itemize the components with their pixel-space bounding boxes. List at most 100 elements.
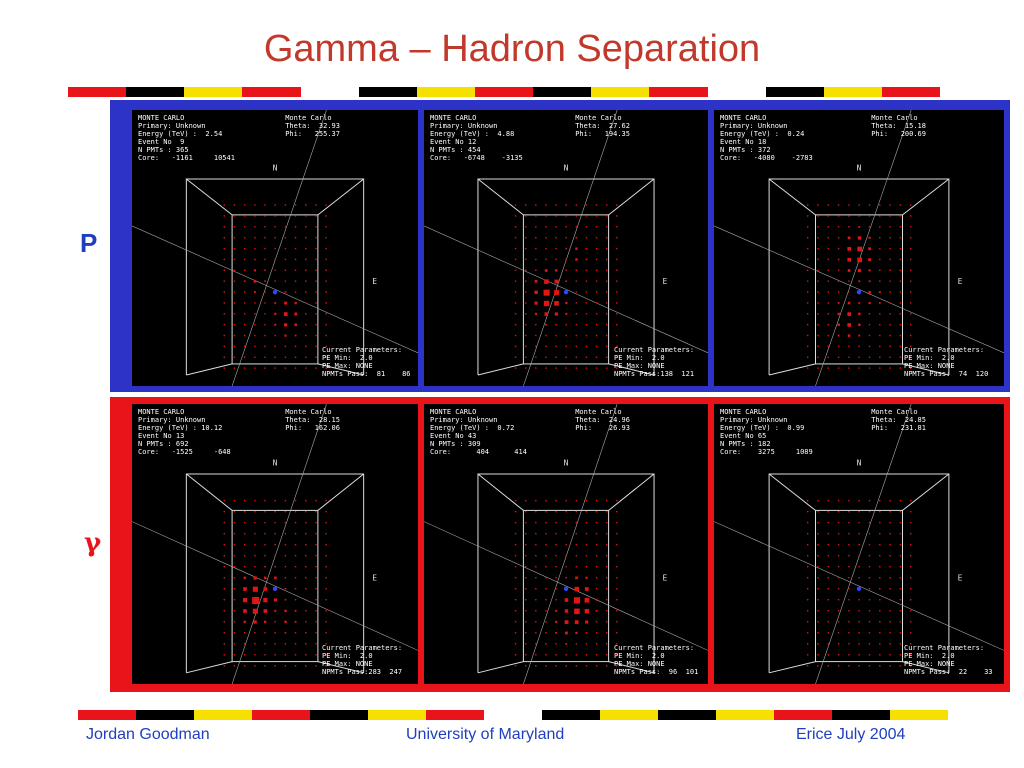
pmt-hit (514, 499, 517, 502)
pmt-hit (889, 610, 891, 612)
pmt-hit (305, 215, 307, 217)
pmt-hit (315, 247, 317, 250)
pmt-hit (535, 345, 537, 348)
pmt-hit (899, 291, 902, 293)
pmt-hit (879, 643, 881, 645)
pmt-hit (858, 323, 861, 327)
pmt-hit (837, 521, 840, 524)
frame-edge (317, 363, 364, 376)
top-flag-bar (68, 87, 940, 97)
pmt-hit (325, 269, 327, 271)
pmt-hit (233, 323, 236, 326)
gamma-row-label: γ (84, 528, 102, 558)
pmt-hit (827, 621, 829, 623)
pmt-hit (284, 269, 287, 271)
pmt-hit (274, 204, 276, 206)
pmt-hit (545, 204, 547, 206)
pmt-hit (575, 323, 578, 326)
detector-outline (768, 473, 950, 673)
pmt-hit (585, 334, 588, 337)
pmt-hit (315, 291, 317, 293)
pmt-hit (899, 280, 902, 282)
pmt-hit (878, 291, 881, 294)
pmt-hit (545, 499, 547, 502)
pmt-hit (879, 367, 881, 369)
pmt-hit (837, 532, 840, 535)
pmt-hit (263, 598, 268, 603)
pmt-hit (514, 665, 517, 667)
pmt-hit (555, 345, 557, 348)
pmt-hit (848, 621, 850, 623)
pmt-hit (294, 632, 297, 634)
pmt-hit (325, 599, 327, 601)
pmt-hit (868, 301, 871, 305)
pmt-hit (616, 302, 618, 304)
pmt-hit (837, 312, 840, 316)
pmt-hit (910, 621, 912, 623)
pmt-hit (868, 226, 871, 228)
pmt-hit (807, 588, 809, 590)
pmt-hit (325, 323, 327, 326)
pmt-hit (584, 587, 589, 591)
pmt-hit (910, 280, 912, 282)
pmt-hit (807, 313, 809, 315)
pmt-hit (858, 599, 860, 601)
proton-row-label: P (80, 228, 98, 258)
pmt-hit (848, 532, 850, 535)
pmt-hit (525, 621, 527, 623)
pmt-hit (264, 334, 266, 337)
event-header: MONTE CARLO Primary: Unknown Energy (TeV… (430, 408, 527, 456)
pmt-hit (837, 247, 840, 250)
pmt-hit (575, 258, 578, 261)
pmt-hit (525, 367, 527, 369)
pmt-hit (284, 576, 287, 579)
pmt-hit (514, 643, 517, 645)
pmt-hit (535, 215, 537, 217)
pmt-hit (868, 510, 871, 513)
pmt-hit (605, 499, 608, 502)
pmt-hit (605, 521, 608, 524)
core-marker (856, 586, 862, 591)
pmt-hit (233, 599, 236, 601)
pmt-hit (525, 610, 527, 612)
pmt-hit (294, 588, 297, 590)
pmt-hit (274, 565, 276, 568)
pmt-hit (284, 356, 287, 358)
pmt-hit (233, 313, 236, 315)
pmt-hit (605, 554, 608, 557)
pmt-hit (545, 665, 547, 667)
pmt-hit (264, 367, 266, 369)
pmt-hit (223, 576, 225, 579)
pmt-hit (585, 620, 589, 624)
pmt-hit (284, 301, 287, 305)
pmt-hit (807, 532, 809, 535)
pmt-hit (294, 301, 297, 305)
pmt-hit (284, 323, 288, 327)
pmt-hit (233, 510, 236, 513)
pmt-hit (858, 543, 860, 546)
pmt-hit (315, 345, 317, 348)
pmt-hit (284, 215, 287, 217)
pmt-hit (879, 345, 881, 348)
pmt-hit (910, 226, 912, 228)
frame-edge (477, 473, 524, 511)
pond-outline (231, 214, 319, 365)
pmt-hit (837, 610, 840, 612)
pmt-hit (555, 204, 557, 206)
frame-edge (186, 363, 233, 376)
pmt-hit (605, 258, 608, 261)
event-header: MONTE CARLO Primary: Unknown Energy (TeV… (720, 114, 813, 162)
pmt-hit (264, 258, 266, 261)
pmt-hit (233, 521, 236, 524)
pmt-hit (910, 610, 912, 612)
pmt-hit (305, 599, 307, 601)
monte-carlo-angles: Monte Carlo Theta: 32.93 Phi: 255.37 (285, 114, 340, 138)
pmt-hit (575, 236, 578, 239)
frame-edge (477, 363, 524, 376)
pmt-hit (535, 565, 537, 568)
pmt-hit (605, 291, 608, 293)
pmt-hit (254, 510, 256, 513)
slide-title: Gamma – Hadron Separation (263, 28, 761, 70)
pmt-hit (514, 247, 517, 250)
pmt-hit (595, 323, 598, 326)
